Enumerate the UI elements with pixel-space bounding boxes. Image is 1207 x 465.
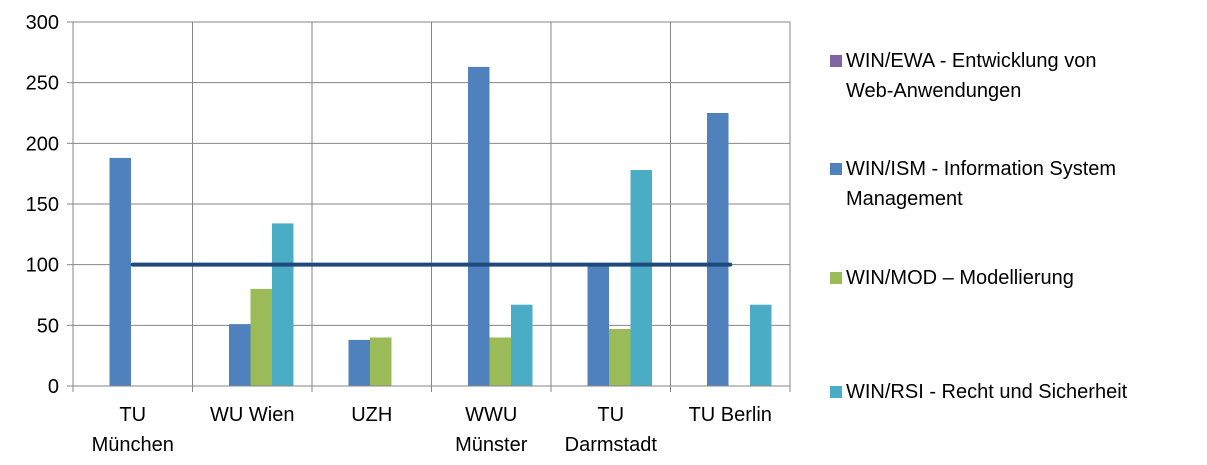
legend-label: WIN/ISM - Information System Management — [846, 154, 1196, 214]
legend-label: WIN/MOD – Modellierung — [846, 263, 1196, 293]
y-tick-label: 150 — [26, 194, 59, 216]
legend-label-line: WIN/ISM - Information System — [846, 158, 1117, 180]
x-tick-label: WWU Münster — [455, 404, 528, 456]
bar — [272, 223, 294, 386]
x-tick-label: TU Berlin — [689, 404, 772, 426]
bar-chart: 0 50 100 150 200 250 300 TU München WU Wien UZH WW… — [26, 12, 791, 456]
legend-item: WIN/EWA - Entwicklung von Web-Anwendungen — [830, 48, 1196, 106]
bar — [348, 339, 370, 386]
legend-label-line: Management — [846, 188, 963, 210]
legend: WIN/EWA - Entwicklung von Web-Anwendungen… — [830, 0, 1207, 465]
bar — [229, 324, 251, 386]
x-tick-labels: TU München WU Wien UZH WWU Münster TU Darmstadt… — [92, 404, 772, 456]
legend-label-line: WIN/EWA - Entwicklung von — [846, 50, 1097, 72]
axes — [67, 21, 791, 392]
y-tick-label: 50 — [37, 315, 59, 337]
bar — [489, 337, 511, 386]
legend-label: WIN/EWA - Entwicklung von Web-Anwendungen — [846, 46, 1196, 106]
x-tick-label: WU Wien — [210, 404, 294, 426]
bar — [250, 288, 272, 386]
bars — [109, 66, 772, 386]
y-tick-label: 100 — [26, 255, 59, 277]
y-tick-label: 200 — [26, 133, 59, 155]
bar — [468, 66, 490, 386]
bar — [109, 157, 131, 386]
bar — [609, 328, 631, 386]
y-tick-label: 0 — [48, 376, 59, 398]
legend-label-line: WIN/MOD – Modellierung — [846, 267, 1074, 289]
legend-item: WIN/ISM - Information System Management — [830, 156, 1196, 214]
bar — [630, 170, 652, 386]
bar — [707, 113, 729, 386]
legend-item: WIN/MOD – Modellierung — [830, 265, 1196, 293]
legend-swatch — [830, 163, 842, 175]
y-tick-label: 300 — [26, 12, 59, 34]
bar — [370, 337, 392, 386]
legend-label-line: WIN/RSI - Recht und Sicherheit — [846, 381, 1128, 403]
bar — [750, 304, 772, 386]
legend-item: WIN/RSI - Recht und Sicherheit — [830, 379, 1196, 407]
gridlines — [73, 21, 791, 386]
bar — [587, 263, 609, 386]
x-tick-label: TU München — [92, 404, 174, 456]
bar — [511, 304, 533, 386]
y-tick-labels: 0 50 100 150 200 250 300 — [26, 12, 59, 398]
y-tick-label: 250 — [26, 73, 59, 95]
legend-swatch — [830, 55, 842, 67]
legend-label-line: Web-Anwendungen — [846, 80, 1022, 102]
legend-label: WIN/RSI - Recht und Sicherheit — [846, 377, 1196, 407]
legend-swatch — [830, 272, 842, 284]
x-tick-label: TU Darmstadt — [565, 404, 658, 456]
legend-swatch — [830, 386, 842, 398]
x-tick-label: UZH — [351, 404, 392, 426]
